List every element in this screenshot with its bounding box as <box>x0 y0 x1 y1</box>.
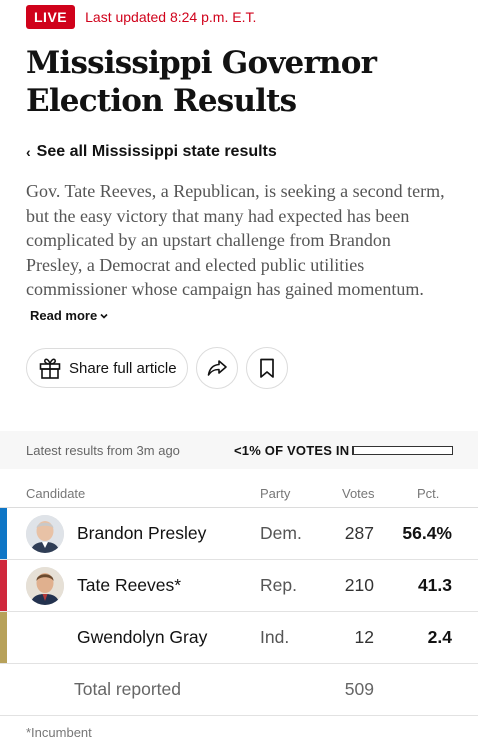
live-badge: LIVE <box>26 5 76 29</box>
bookmark-icon <box>259 358 274 378</box>
live-status-row: LIVE Last updated 8:24 p.m. E.T. <box>26 5 256 29</box>
total-votes: 509 <box>344 679 374 699</box>
candidate-party: Dem. <box>260 523 302 543</box>
party-color-stripe <box>0 508 7 559</box>
header-party: Party <box>260 486 291 501</box>
table-row: Tate Reeves* Rep. 210 41.3 <box>0 560 478 612</box>
candidate-photo-reeves <box>26 567 64 605</box>
candidate-pct: 41.3 <box>417 575 452 595</box>
results-status-bar: Latest results from 3m ago <1% OF VOTES … <box>0 431 478 469</box>
summary-text: Gov. Tate Reeves, a Republican, is seeki… <box>26 181 445 299</box>
header-candidate: Candidate <box>26 486 86 501</box>
article-summary: Gov. Tate Reeves, a Republican, is seeki… <box>26 179 446 328</box>
table-row: Brandon Presley Dem. 287 56.4% <box>0 508 478 560</box>
gift-icon <box>39 358 61 379</box>
last-updated-text: Last updated 8:24 p.m. E.T. <box>85 9 257 25</box>
bookmark-button[interactable] <box>245 347 288 389</box>
article-actions: Share full article <box>26 347 288 389</box>
table-row: Gwendolyn Gray Ind. 12 2.4 <box>0 612 478 664</box>
total-row: Total reported 509 <box>0 664 478 716</box>
party-color-stripe <box>0 560 7 611</box>
see-all-state-results-link[interactable]: ‹ See all Mississippi state results <box>26 143 277 161</box>
share-arrow-icon <box>207 360 227 376</box>
read-more-label: Read more <box>30 307 98 323</box>
votes-in-label: <1% OF VOTES IN <box>234 442 350 458</box>
results-table: Candidate Party Votes Pct. Brandon Presl… <box>0 482 478 716</box>
candidate-name: Brandon Presley <box>77 523 207 543</box>
candidate-name: Gwendolyn Gray <box>77 627 208 647</box>
latest-results-text: Latest results from 3m ago <box>26 442 180 458</box>
candidate-party: Rep. <box>260 575 297 595</box>
share-full-article-button[interactable]: Share full article <box>26 348 188 388</box>
candidate-pct: 2.4 <box>427 627 452 647</box>
party-color-stripe <box>0 612 7 663</box>
candidate-votes: 287 <box>344 523 374 543</box>
page-title: Mississippi Governor Election Results <box>26 45 377 119</box>
chevron-down-icon <box>100 313 108 319</box>
candidate-photo-presley <box>26 515 64 553</box>
total-label: Total reported <box>74 679 182 699</box>
candidate-votes: 12 <box>354 627 374 647</box>
share-full-article-label: Share full article <box>69 359 177 377</box>
see-all-label: See all Mississippi state results <box>36 143 277 160</box>
candidate-name: Tate Reeves* <box>77 575 182 595</box>
avatar <box>26 567 64 605</box>
chevron-left-icon: ‹ <box>26 144 31 160</box>
header-votes: Votes <box>342 486 375 501</box>
share-button[interactable] <box>195 347 238 389</box>
header-pct: Pct. <box>417 486 440 501</box>
avatar <box>26 515 64 553</box>
votes-in-progress-bar <box>352 446 453 455</box>
read-more-button[interactable]: Read more <box>30 308 109 323</box>
incumbent-footnote: *Incumbent <box>26 725 92 740</box>
candidate-pct: 56.4% <box>402 523 452 543</box>
table-header: Candidate Party Votes Pct. <box>0 482 478 508</box>
candidate-party: Ind. <box>260 627 290 647</box>
candidate-votes: 210 <box>344 575 374 595</box>
